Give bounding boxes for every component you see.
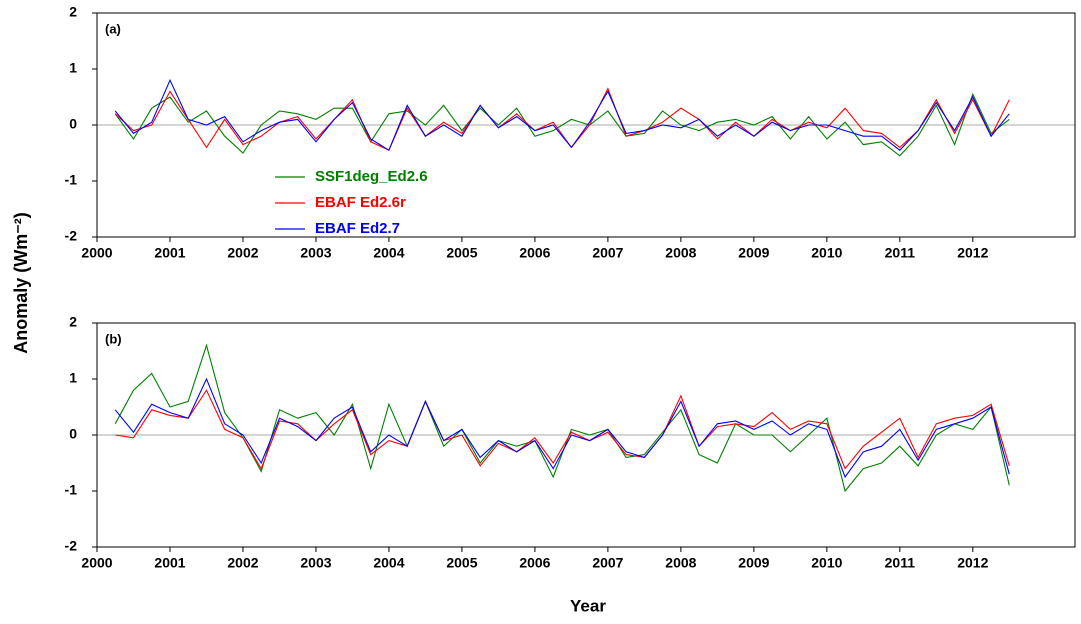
legend-label: EBAF Ed2.7 <box>315 220 400 237</box>
y-tick-label: 1 <box>69 370 77 386</box>
x-tick-label: 2005 <box>446 245 477 261</box>
x-tick-label: 2002 <box>227 555 258 571</box>
x-tick-label: 2008 <box>665 245 696 261</box>
series-line <box>115 389 1010 470</box>
x-tick-label: 2006 <box>519 555 550 571</box>
x-tick-label: 2003 <box>300 555 331 571</box>
x-tick-label: 2009 <box>738 245 769 261</box>
y-tick-label: 0 <box>69 426 77 442</box>
y-tick-label: -1 <box>65 172 78 188</box>
x-tick-label: 2000 <box>81 555 112 571</box>
legend-label: EBAF Ed2.6r <box>315 194 406 211</box>
x-tick-label: 2003 <box>300 245 331 261</box>
series-line <box>114 377 1010 479</box>
x-tick-label: 2001 <box>154 245 185 261</box>
y-tick-label: -2 <box>65 538 78 554</box>
x-tick-label: 2009 <box>738 555 769 571</box>
y-tick-label: 1 <box>69 60 77 76</box>
series-line <box>114 92 1010 157</box>
y-tick-label: -1 <box>65 482 78 498</box>
legend-label: SSF1deg_Ed2.6 <box>315 168 428 185</box>
x-tick-label: 2005 <box>446 555 477 571</box>
x-tick-label: 2004 <box>373 555 404 571</box>
x-tick-label: 2002 <box>227 245 258 261</box>
x-tick-label: 2008 <box>665 555 696 571</box>
x-tick-label: 2004 <box>373 245 404 261</box>
x-tick-label: 2011 <box>885 555 916 571</box>
series-line <box>114 343 1010 493</box>
x-tick-label: 2006 <box>519 245 550 261</box>
x-tick-label: 2000 <box>81 245 112 261</box>
x-tick-label: 2001 <box>154 555 185 571</box>
y-tick-label: 2 <box>69 4 77 20</box>
y-tick-label: 2 <box>69 314 77 330</box>
series-line <box>114 87 1010 151</box>
y-axis-label: Anomaly (Wm⁻²) <box>11 212 31 354</box>
y-tick-label: -2 <box>65 228 78 244</box>
x-tick-label: 2011 <box>885 245 916 261</box>
y-tick-label: 0 <box>69 116 77 132</box>
x-axis-label: Year <box>570 596 606 615</box>
x-tick-label: 2012 <box>957 245 988 261</box>
x-tick-label: 2007 <box>592 245 623 261</box>
x-tick-label: 2010 <box>811 555 842 571</box>
panel-label: (b) <box>105 331 122 346</box>
x-tick-label: 2012 <box>957 555 988 571</box>
panel-label: (a) <box>105 21 121 36</box>
x-tick-label: 2007 <box>592 555 623 571</box>
series-line <box>114 78 1010 152</box>
x-tick-label: 2010 <box>811 245 842 261</box>
